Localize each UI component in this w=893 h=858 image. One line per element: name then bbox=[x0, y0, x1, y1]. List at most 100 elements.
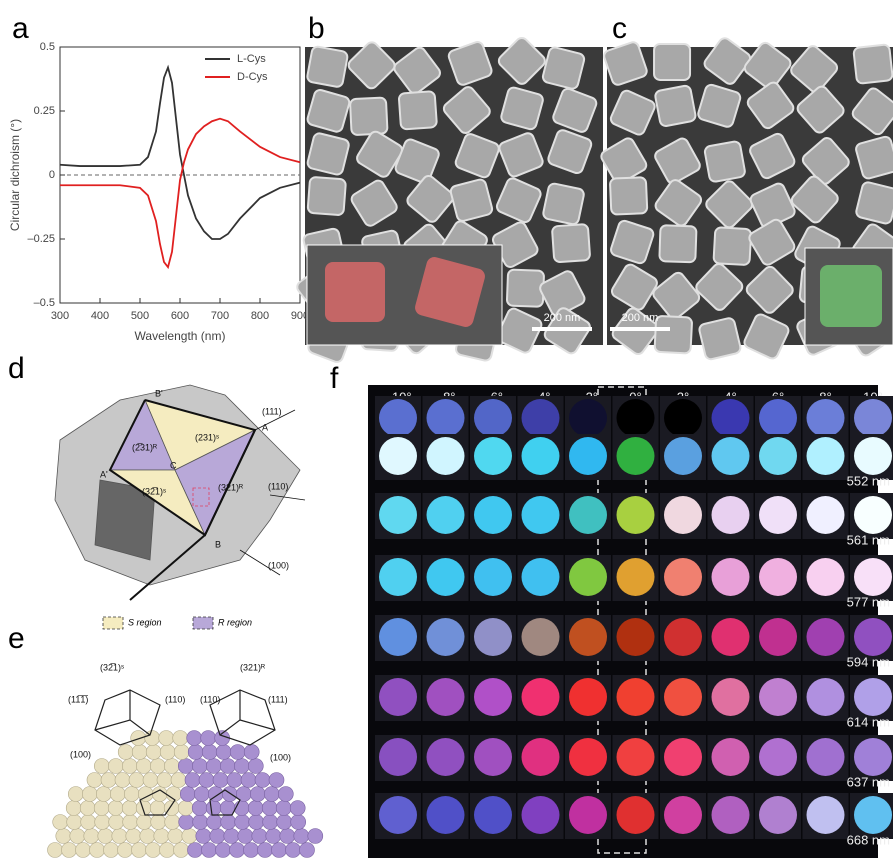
sphere bbox=[261, 800, 278, 816]
particle bbox=[851, 87, 893, 136]
y-tick-label: –0.5 bbox=[34, 297, 55, 309]
particle bbox=[743, 41, 792, 90]
sphere bbox=[108, 758, 124, 774]
well-light bbox=[664, 558, 702, 596]
panel-label: a bbox=[12, 12, 29, 45]
sphere bbox=[192, 814, 208, 830]
sphere bbox=[180, 786, 196, 802]
row-label: 668 nm bbox=[847, 832, 890, 847]
particle bbox=[496, 307, 543, 354]
sphere bbox=[170, 772, 187, 788]
well-light bbox=[426, 738, 465, 776]
particle bbox=[306, 89, 351, 133]
well-light bbox=[616, 618, 655, 656]
well-light bbox=[616, 796, 655, 834]
well-light bbox=[711, 796, 750, 834]
sphere bbox=[194, 786, 210, 802]
inset-particle bbox=[415, 257, 485, 327]
well-light bbox=[664, 496, 702, 534]
sphere bbox=[237, 828, 254, 844]
particle bbox=[653, 315, 693, 355]
well-light bbox=[759, 678, 797, 716]
diagram-label: (110) bbox=[165, 694, 185, 704]
well-light bbox=[569, 738, 607, 776]
sphere bbox=[229, 842, 245, 858]
particle bbox=[749, 132, 796, 180]
y-tick-label: 0 bbox=[49, 169, 55, 181]
diagram-label: A bbox=[262, 422, 268, 432]
sphere bbox=[89, 842, 105, 858]
well-light bbox=[616, 678, 655, 716]
particle bbox=[609, 89, 656, 136]
sphere bbox=[243, 842, 259, 858]
sphere bbox=[285, 842, 301, 858]
sphere bbox=[289, 800, 306, 816]
scale-bar-label: 200 nm bbox=[622, 312, 659, 324]
well-light bbox=[379, 558, 417, 596]
particle bbox=[547, 129, 593, 175]
sphere bbox=[114, 772, 131, 788]
particle bbox=[505, 268, 545, 308]
well-light bbox=[569, 399, 607, 437]
particle bbox=[539, 270, 586, 317]
sphere bbox=[206, 814, 222, 830]
well-light bbox=[426, 558, 465, 596]
well-light bbox=[806, 558, 845, 596]
sphere bbox=[111, 828, 128, 844]
particle bbox=[394, 138, 440, 184]
well-light bbox=[379, 437, 417, 475]
x-axis-title: Wavelength (nm) bbox=[135, 329, 226, 343]
particle bbox=[790, 45, 839, 93]
particle bbox=[654, 137, 701, 185]
diagram-label: (100) bbox=[268, 560, 289, 570]
diagram-label: (231)ˢ bbox=[195, 432, 219, 442]
well-light bbox=[426, 496, 465, 534]
sphere bbox=[192, 758, 208, 774]
row-label: 594 nm bbox=[847, 654, 890, 669]
diagram-label: B bbox=[215, 539, 221, 549]
well-light bbox=[806, 618, 845, 656]
well-light bbox=[806, 399, 845, 437]
well-light bbox=[759, 437, 797, 475]
particle bbox=[703, 37, 752, 85]
particle bbox=[603, 41, 648, 86]
sphere bbox=[150, 814, 166, 830]
particle bbox=[703, 140, 746, 183]
sphere bbox=[110, 786, 126, 802]
y-tick-label: –0.25 bbox=[27, 233, 55, 245]
well-light bbox=[521, 738, 560, 776]
well-light bbox=[711, 678, 750, 716]
sphere bbox=[293, 828, 310, 844]
well-light bbox=[854, 558, 892, 596]
sphere bbox=[158, 730, 174, 746]
well-light bbox=[711, 437, 750, 475]
sphere bbox=[268, 772, 285, 788]
particle bbox=[801, 137, 850, 185]
well-light bbox=[379, 678, 417, 716]
inset-particle bbox=[325, 262, 385, 322]
particle bbox=[654, 84, 697, 127]
row-label: 561 nm bbox=[847, 532, 890, 547]
diagram-label: (111) bbox=[262, 406, 282, 416]
diagram-label: (2̅31)ᴿ bbox=[132, 442, 157, 452]
diagram-label: (110) bbox=[268, 481, 288, 491]
particle bbox=[542, 182, 585, 226]
diagram-label: C bbox=[170, 460, 177, 470]
particle bbox=[796, 85, 845, 134]
particle bbox=[609, 176, 649, 216]
sphere bbox=[212, 772, 229, 788]
sphere bbox=[150, 758, 166, 774]
sphere bbox=[93, 800, 110, 816]
sphere bbox=[103, 842, 119, 858]
well-light bbox=[569, 618, 607, 656]
scale-bar bbox=[610, 327, 670, 331]
diagram-label: B' bbox=[155, 388, 163, 398]
sphere bbox=[215, 744, 232, 760]
particle bbox=[610, 219, 655, 265]
legend-label: R region bbox=[218, 617, 252, 627]
sphere bbox=[248, 814, 265, 830]
panel-label: e bbox=[8, 622, 25, 655]
well-light bbox=[474, 399, 512, 437]
particle bbox=[600, 137, 648, 185]
particle bbox=[611, 307, 660, 356]
